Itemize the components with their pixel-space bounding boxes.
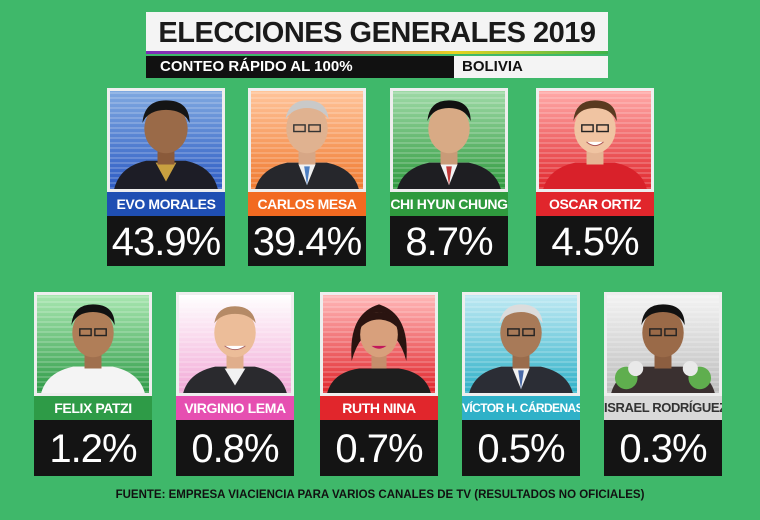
candidate-card-carlos-mesa: CARLOS MESA 39.4% — [248, 88, 366, 266]
candidate-card-victor-cardenas: VÍCTOR H. CÁRDENAS 0.5% — [462, 292, 580, 476]
candidate-card-israel-rodriguez: ISRAEL RODRÍGUEZ 0.3% — [604, 292, 722, 476]
portrait-icon — [543, 100, 647, 189]
candidate-percent: 0.5% — [462, 420, 580, 476]
candidate-name: VÍCTOR H. CÁRDENAS — [462, 396, 580, 420]
candidate-card-ruth-nina: RUTH NINA 0.7% — [320, 292, 438, 476]
candidate-percent: 0.7% — [320, 420, 438, 476]
candidate-percent: 39.4% — [248, 216, 366, 266]
candidate-photo — [604, 292, 722, 396]
portrait-icon — [114, 100, 218, 189]
candidate-percent: 8.7% — [390, 216, 508, 266]
candidate-percent: 0.8% — [176, 420, 294, 476]
subtitle-bar: CONTEO RÁPIDO AL 100% — [146, 56, 454, 78]
candidate-photo — [107, 88, 225, 192]
candidate-photo — [248, 88, 366, 192]
source-footnote: FUENTE: EMPRESA VIACIENCIA PARA VARIOS C… — [115, 489, 645, 501]
candidate-photo — [462, 292, 580, 396]
candidate-card-chi-hyun-chung: CHI HYUN CHUNG 8.7% — [390, 88, 508, 266]
portrait-icon — [327, 304, 431, 393]
candidate-card-virginio-lema: VIRGINIO LEMA 0.8% — [176, 292, 294, 476]
candidate-name: CARLOS MESA — [248, 192, 366, 216]
candidate-name: RUTH NINA — [320, 396, 438, 420]
candidate-percent: 4.5% — [536, 216, 654, 266]
portrait-icon — [41, 304, 145, 393]
portrait-icon — [183, 306, 287, 393]
candidate-name: ISRAEL RODRÍGUEZ — [604, 396, 722, 420]
candidate-photo — [34, 292, 152, 396]
portrait-icon — [255, 100, 359, 189]
candidate-card-felix-patzi: FELIX PATZI 1.2% — [34, 292, 152, 476]
page-title: ELECCIONES GENERALES 2019 — [158, 17, 596, 49]
candidate-photo — [320, 292, 438, 396]
candidate-photo — [390, 88, 508, 192]
candidate-name: VIRGINIO LEMA — [176, 396, 294, 420]
candidate-name: CHI HYUN CHUNG — [390, 192, 508, 216]
candidate-name: FELIX PATZI — [34, 396, 152, 420]
country-label: BOLIVIA — [454, 56, 608, 78]
candidate-card-oscar-ortiz: OSCAR ORTIZ 4.5% — [536, 88, 654, 266]
candidate-percent: 0.3% — [604, 420, 722, 476]
candidate-card-evo-morales: EVO MORALES 43.9% — [107, 88, 225, 266]
portrait-icon — [469, 304, 573, 393]
candidate-percent: 1.2% — [34, 420, 152, 476]
candidate-name: OSCAR ORTIZ — [536, 192, 654, 216]
candidate-name: EVO MORALES — [107, 192, 225, 216]
candidate-photo — [536, 88, 654, 192]
candidate-photo — [176, 292, 294, 396]
portrait-icon — [397, 100, 501, 189]
portrait-icon — [611, 304, 715, 393]
candidate-percent: 43.9% — [107, 216, 225, 266]
title-banner: ELECCIONES GENERALES 2019 — [146, 12, 608, 54]
